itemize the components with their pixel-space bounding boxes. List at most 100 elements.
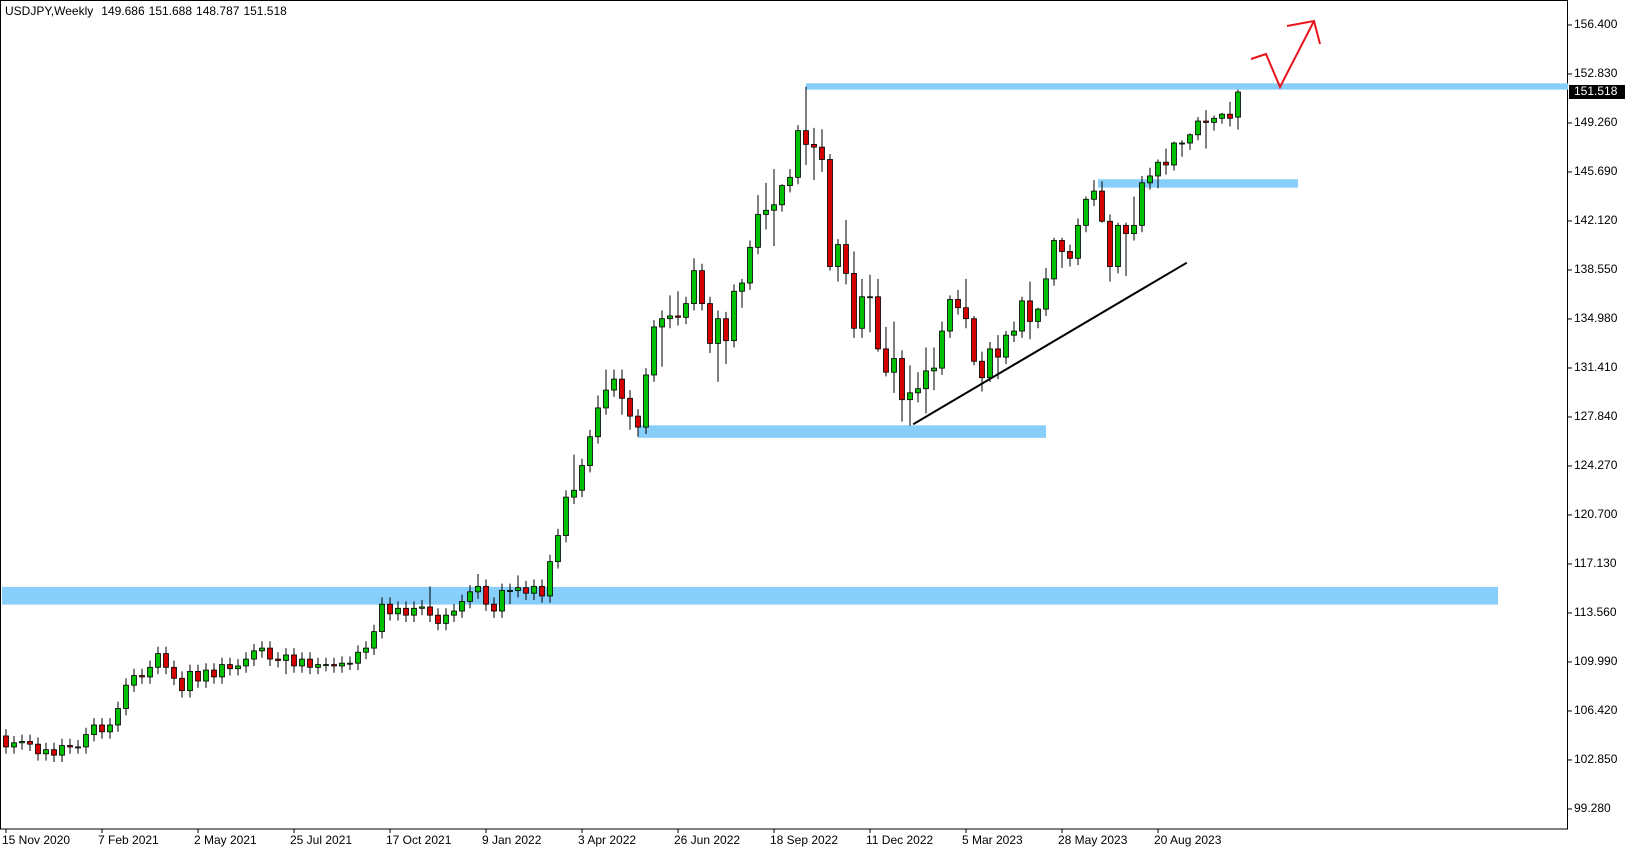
candle-body [571,489,577,498]
symbol: USDJPY,Weekly [5,4,93,18]
y-tick-label: 113.560 [1574,605,1617,619]
candle-body [427,606,433,616]
candle-body [867,296,873,299]
candle-body [171,666,177,679]
level-zone [806,83,1568,90]
candle-body [11,742,17,748]
candle-body [459,601,465,612]
open-value: 149.686 [101,4,145,18]
candle-body [163,653,169,668]
candle-body [1235,91,1241,118]
forecast-head [1286,19,1321,45]
candle-body [947,299,953,332]
y-tick-label: 109.990 [1574,654,1618,668]
candle-body [747,246,753,284]
candle-body [67,745,73,748]
y-tick-label: 152.830 [1574,66,1618,80]
candle-body [259,647,265,652]
candle-body [403,607,409,616]
x-tick-label: 15 Nov 2020 [2,833,70,847]
y-tick-label: 149.260 [1574,115,1618,129]
candle-body [787,176,793,186]
candle-body [363,647,369,653]
candle-body [91,724,97,735]
candle-body [931,367,937,372]
candle-body [523,587,529,594]
y-tick-label: 99.280 [1574,801,1611,815]
candle-body [1035,308,1041,322]
candle-body [355,651,361,664]
x-tick-label: 11 Dec 2022 [866,833,933,847]
candle-body [1075,224,1081,259]
candle-body [187,671,193,692]
candle-body [211,669,217,678]
candle-body [715,318,721,344]
candle-body [771,204,777,211]
candle-body [891,358,897,373]
candle-body [307,658,313,668]
level-zone [1098,179,1298,188]
candle-body [323,664,329,666]
x-tick-label: 20 Aug 2023 [1154,833,1222,847]
candle-body [651,326,657,376]
high-value: 151.688 [149,4,193,18]
candle-body [27,741,33,745]
candle-body [483,585,489,605]
candle-body [611,378,617,391]
candle-body [883,348,889,373]
candle-body [267,647,273,660]
low-value: 148.787 [196,4,240,18]
candle-body [475,585,481,593]
candle-body [971,318,977,362]
candle-body [619,378,625,399]
candle-body [667,315,673,320]
candle-body [699,270,705,305]
price-tag-bg [1569,84,1625,99]
candle-body [963,307,969,320]
y-tick-label: 138.550 [1574,262,1618,276]
candle-body [115,708,121,726]
close-value: 151.518 [243,4,287,18]
candle-body [875,296,881,350]
plot-frame [0,0,1568,830]
candle-body [1059,240,1065,252]
x-tick-label: 26 Jun 2022 [674,833,740,847]
candle-body [1091,190,1097,200]
candle-body [379,603,385,633]
y-tick-label: 106.420 [1574,703,1618,717]
x-tick-label: 9 Jan 2022 [482,833,542,847]
y-tick-label: 145.690 [1574,164,1618,178]
candle-body [59,745,65,756]
candle-body [331,664,337,667]
level-zone [2,586,1498,605]
candle-body [675,315,681,318]
candle-body [643,374,649,428]
forecast-arrow [1250,19,1321,90]
candle-body [1187,134,1193,144]
candle-body [315,664,321,668]
price-tag: 151.518 [1574,84,1618,98]
candle-body [147,666,153,678]
candle-body [1179,142,1185,145]
candle-body [235,665,241,670]
candle-body [443,614,449,624]
plot-area [2,83,1568,763]
y-tick-label: 156.400 [1574,17,1618,31]
candle-body [547,561,553,597]
candle-body [1107,220,1113,267]
candle-body [219,664,225,678]
candle-body [579,465,585,491]
candle-body [467,591,473,602]
candle-body [683,303,689,318]
candle-body [635,415,641,428]
candle-body [107,724,113,733]
candle-body [955,299,961,309]
candle-body [1211,117,1217,123]
x-tick-label: 5 Mar 2023 [962,833,1023,847]
candle-body [283,654,289,661]
candle-body [99,724,105,733]
candle-body [987,348,993,379]
candle-body [499,590,505,612]
candle-body [371,631,377,649]
candle-body [155,653,161,668]
